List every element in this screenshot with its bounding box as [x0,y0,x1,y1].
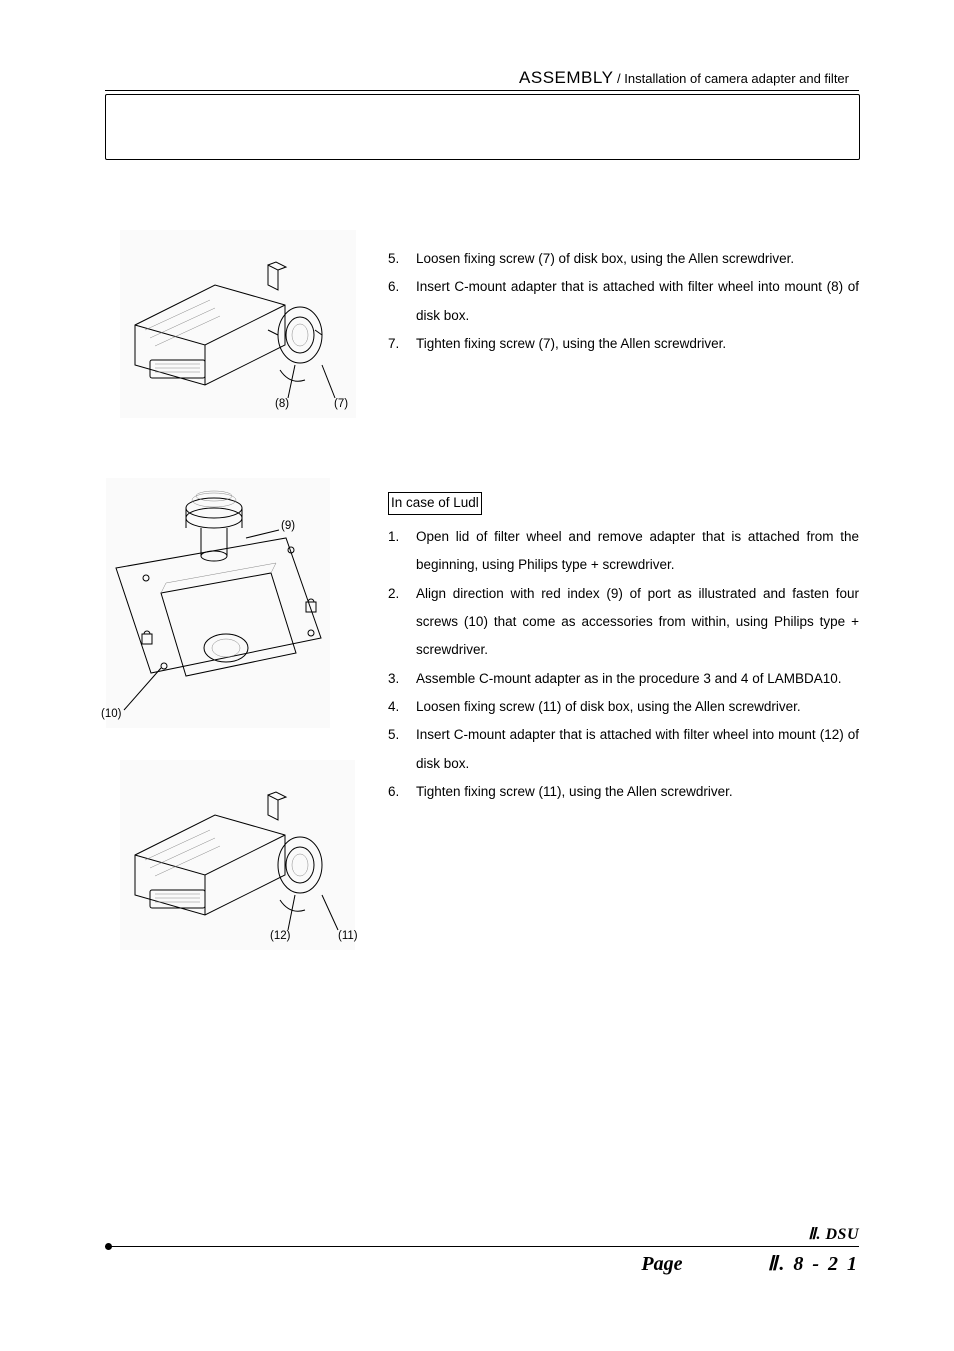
page-footer: Ⅱ. DSU Page Ⅱ. 8 - 2 1 [105,1224,859,1276]
figure3-label-11: (11) [338,930,358,942]
footer-page-label: Page [641,1253,682,1275]
list-item: 2. Align direction with red index (9) of… [388,580,859,665]
list-number: 6. [388,273,416,330]
list-item: 4. Loosen fixing screw (11) of disk box,… [388,693,859,721]
list-item: 5. Loosen fixing screw (7) of disk box, … [388,245,859,273]
figure-disk-box-1: (8) (7) [120,230,356,418]
footer-doc-id: Ⅱ. DSU [105,1224,859,1244]
list-item: 5. Insert C-mount adapter that is attach… [388,721,859,778]
list-text: Open lid of filter wheel and remove adap… [416,523,859,580]
figure-disk-box-2: (12) (11) [120,760,355,950]
list-text: Loosen fixing screw (11) of disk box, us… [416,693,859,721]
figure3-label-12: (12) [270,930,290,942]
footer-page: Page Ⅱ. 8 - 2 1 [105,1251,859,1276]
list-number: 5. [388,245,416,273]
footer-dot-icon [105,1243,112,1250]
figure1-label-7: (7) [334,398,348,410]
list-text: Insert C-mount adapter that is attached … [416,721,859,778]
figure1-label-8: (8) [275,398,289,410]
header-rule [105,90,859,91]
instruction-block-2: In case of Ludl 1. Open lid of filter wh… [388,489,859,806]
page-header: ASSEMBLY / Installation of camera adapte… [519,68,849,88]
list-number: 5. [388,721,416,778]
subsection-title: In case of Ludl [388,492,482,515]
list-text: Tighten fixing screw (7), using the Alle… [416,330,859,358]
list-text: Insert C-mount adapter that is attached … [416,273,859,330]
figure-filter-wheel: (9) (10) [106,478,330,728]
list-item: 3. Assemble C-mount adapter as in the pr… [388,665,859,693]
header-section: ASSEMBLY [519,68,613,87]
list-number: 2. [388,580,416,665]
list-text: Tighten fixing screw (11), using the All… [416,778,859,806]
list-text: Loosen fixing screw (7) of disk box, usi… [416,245,859,273]
list-item: 6. Tighten fixing screw (11), using the … [388,778,859,806]
figure2-label-10: (10) [101,708,121,720]
header-subsection: / Installation of camera adapter and fil… [613,71,849,86]
list-number: 3. [388,665,416,693]
list-number: 7. [388,330,416,358]
list-text: Align direction with red index (9) of po… [416,580,859,665]
list-item: 6. Insert C-mount adapter that is attach… [388,273,859,330]
list-number: 1. [388,523,416,580]
note-box [105,94,860,160]
list-text: Assemble C-mount adapter as in the proce… [416,665,859,693]
figure2-label-9: (9) [281,520,295,532]
list-item: 1. Open lid of filter wheel and remove a… [388,523,859,580]
list-number: 6. [388,778,416,806]
list-number: 4. [388,693,416,721]
list-item: 7. Tighten fixing screw (7), using the A… [388,330,859,358]
footer-rule [105,1246,859,1247]
instruction-block-1: 5. Loosen fixing screw (7) of disk box, … [388,245,859,358]
footer-page-number: Ⅱ. 8 - 2 1 [767,1253,859,1275]
